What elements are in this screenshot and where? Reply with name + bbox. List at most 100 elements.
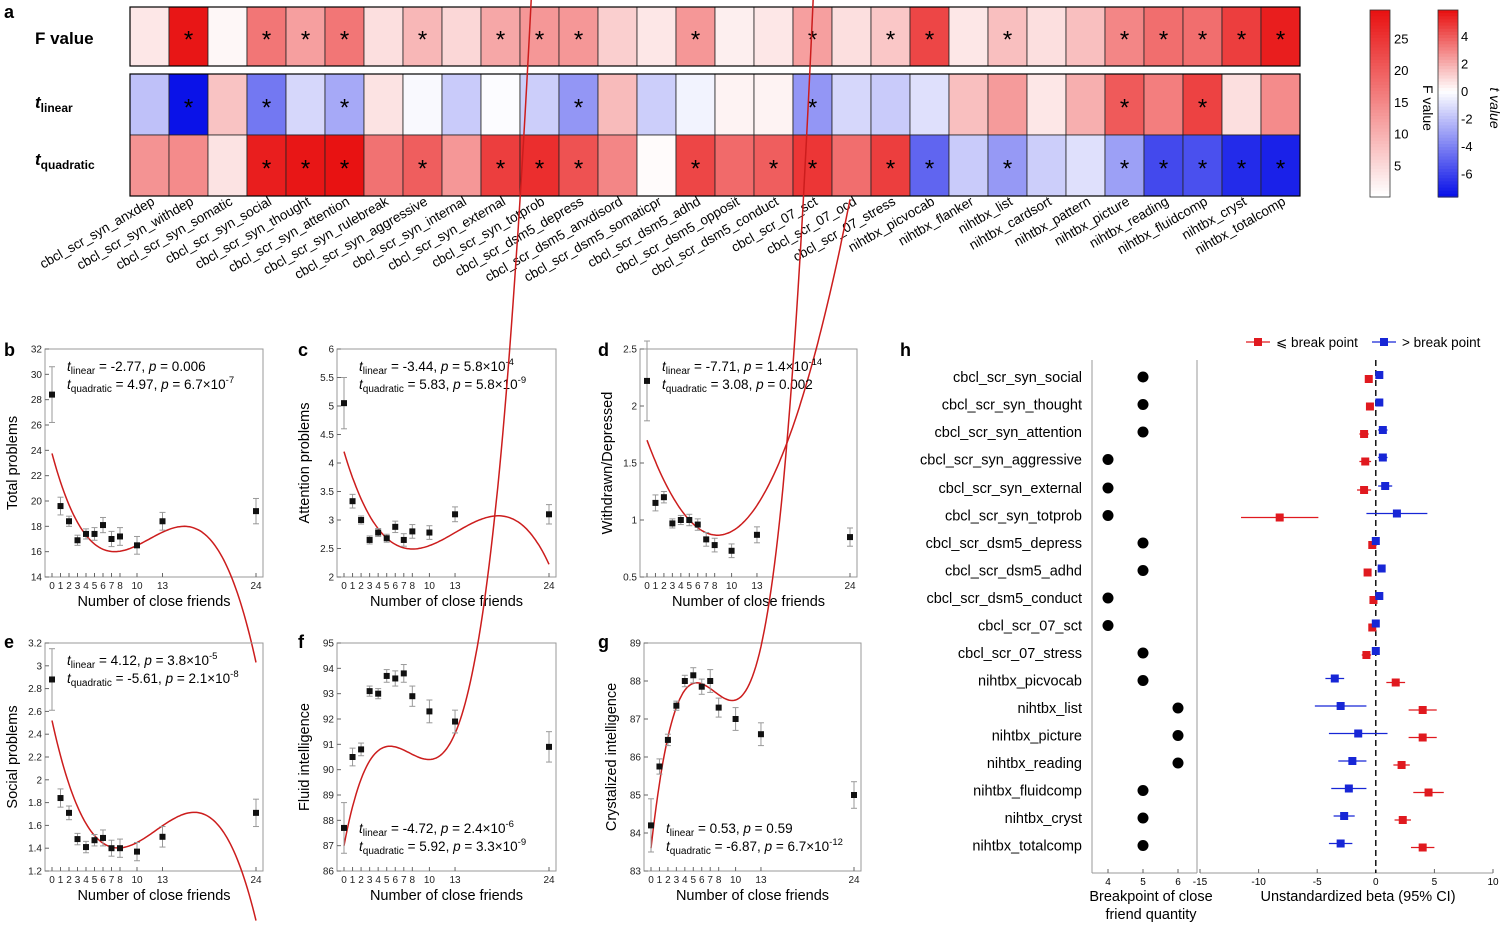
heatmap-cell — [285, 73, 326, 136]
x-tick-label: 4 — [375, 581, 381, 592]
y-tick-label: 2.5 — [623, 345, 637, 356]
x-tick-label: 0 — [49, 581, 55, 592]
scatter-panel-b: 14 16 18 20 22 24 26 28 30 32 0 1 2 3 4 5 6 7 8 10 13 24 Numbe… — [5, 345, 264, 663]
significance-star: * — [1198, 27, 1207, 54]
y-tick-label: 84 — [630, 829, 642, 840]
heatmap-cell — [129, 134, 170, 197]
stat-symbol: t — [666, 821, 671, 836]
x-tick-label: 8 — [712, 581, 718, 592]
stat-symbol: t — [359, 821, 364, 836]
f-colorbar-segment — [1370, 47, 1390, 52]
stat-subscript: quadratic — [71, 678, 112, 689]
y-tick-label: 2.6 — [28, 707, 42, 718]
y-tick-label: 89 — [630, 639, 642, 650]
f-colorbar-segment — [1370, 75, 1390, 80]
stat-p-exponent: -8 — [230, 669, 238, 680]
data-point — [349, 498, 356, 505]
x-tick-label: 13 — [157, 875, 169, 886]
heatmap-cell — [1221, 73, 1262, 136]
data-point — [546, 743, 552, 750]
heatmap-cell — [402, 73, 443, 136]
y-tick-label: 1.2 — [28, 867, 42, 878]
t-colorbar-segment — [1438, 66, 1458, 70]
t-colorbar-segment — [1438, 19, 1458, 24]
beta-point — [1336, 702, 1345, 710]
data-point — [644, 377, 650, 384]
data-point — [728, 547, 735, 554]
stat-subscript: quadratic — [71, 384, 112, 395]
stat-value: = 5.83, — [404, 377, 453, 392]
significance-star: * — [925, 27, 934, 54]
stat-value: = 3.08, — [707, 377, 756, 392]
heatmap-cell — [597, 73, 638, 136]
significance-star: * — [1276, 27, 1285, 54]
data-point — [677, 517, 684, 523]
f-colorbar-segment — [1370, 109, 1390, 114]
f-colorbar-segment — [1370, 72, 1390, 77]
beta-point — [1371, 619, 1380, 628]
heatmap-cell — [987, 6, 1028, 67]
significance-star: * — [925, 156, 934, 183]
data-point — [426, 708, 433, 715]
fit-curve — [51, 453, 257, 663]
y-axis-label: Attention problems — [297, 403, 313, 524]
t-colorbar-segment — [1438, 31, 1458, 36]
x-tick-label: 2 — [661, 581, 667, 592]
heatmap-cell — [168, 73, 209, 136]
data-point — [383, 535, 390, 542]
heatmap-cell — [948, 134, 989, 197]
significance-star: * — [1120, 156, 1129, 183]
row-label: cbcl_scr_dsm5_depress — [926, 536, 1082, 552]
beta-point — [1424, 788, 1433, 797]
t-colorbar-segment — [1438, 193, 1458, 198]
x-axis-label: Number of close friends — [370, 888, 523, 904]
f-colorbar-tick: 15 — [1394, 95, 1408, 110]
t-colorbar-segment — [1438, 109, 1458, 114]
f-colorbar-segment — [1370, 119, 1390, 123]
heatmap: * * * * * * * * * * * * * * * * * * * * * * * * * * * * * * * * * * * * * * * *… — [37, 6, 1301, 285]
heatmap-cell — [129, 6, 170, 67]
f-colorbar-segment — [1370, 150, 1390, 154]
x-tick-label: 10 — [131, 875, 143, 886]
x-tick-label: 0 — [341, 875, 347, 886]
x-tick-label: 7 — [109, 581, 115, 592]
breakpoint-dot — [1102, 620, 1114, 631]
x-tick-label: 5 — [92, 875, 98, 886]
breakpoint-dot — [1172, 702, 1184, 714]
beta-point — [1418, 706, 1427, 714]
t-colorbar-segment — [1438, 112, 1458, 117]
stat-p-exponent: -14 — [808, 357, 822, 368]
beta-x-tick-label: 10 — [1487, 877, 1499, 888]
heatmap-cell — [714, 6, 755, 67]
x-tick-label: 0 — [648, 875, 654, 886]
x-axis-label: Number of close friends — [77, 888, 230, 904]
y-tick-label: 93 — [323, 689, 335, 700]
x-tick-label: 7 — [707, 875, 713, 886]
f-colorbar-tick: 20 — [1394, 63, 1408, 78]
stat-p-exponent: -9 — [518, 837, 526, 848]
heatmap-cell — [636, 73, 677, 136]
y-tick-label: 1.6 — [28, 821, 42, 832]
data-point — [49, 391, 55, 398]
f-colorbar-segment — [1370, 162, 1390, 167]
row-label: nihtbx_cryst — [1005, 811, 1082, 827]
heatmap-cell — [246, 6, 287, 67]
f-colorbar-segment — [1370, 165, 1390, 170]
data-point — [74, 537, 81, 544]
beta-point — [1377, 564, 1386, 573]
stat-annotation: tquadratic = -6.87, p = 6.7×10-12 — [666, 837, 843, 857]
stat-p-value: = 2.1×10 — [173, 671, 230, 686]
data-point — [660, 494, 667, 501]
t-colorbar-segment — [1438, 125, 1458, 130]
x-tick-label: 24 — [250, 875, 262, 886]
t-colorbar-tick: 2 — [1461, 57, 1468, 72]
heatmap-cell — [753, 73, 794, 136]
heatmap-cell — [129, 73, 170, 136]
breakpoint-dot — [1137, 647, 1149, 659]
breakpoint-x-label: friend quantity — [1105, 907, 1197, 923]
y-tick-label: 4.5 — [320, 430, 334, 441]
data-point — [546, 511, 552, 518]
f-colorbar-segment — [1370, 112, 1390, 117]
